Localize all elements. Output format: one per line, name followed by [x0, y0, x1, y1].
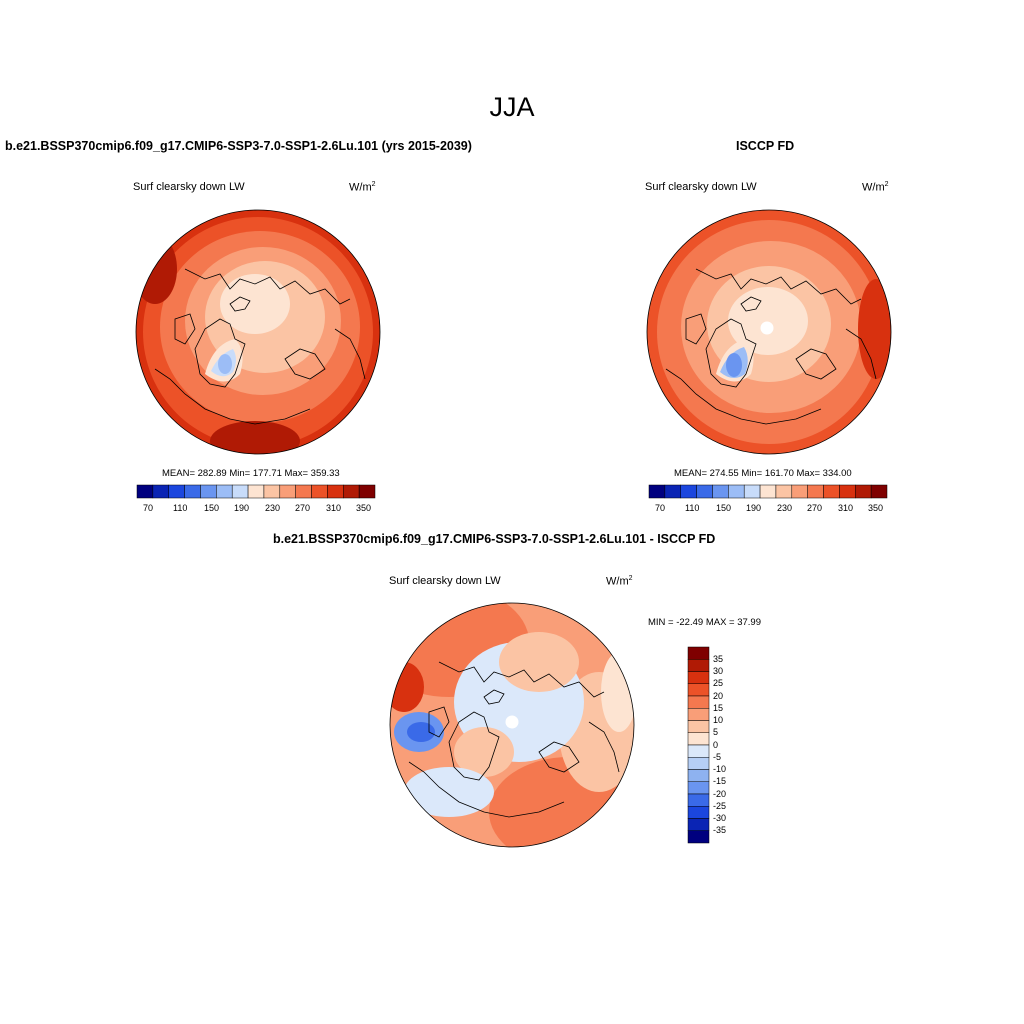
- cb2-tick: 310: [838, 503, 854, 513]
- colorbar-swatch: [870, 484, 888, 499]
- cb1-tick: 270: [295, 503, 311, 513]
- colorbar-swatch: [687, 695, 710, 709]
- cb3-tick: 20: [713, 691, 724, 701]
- cb1-tick: 310: [326, 503, 342, 513]
- colorbar-swatch: [743, 484, 761, 499]
- panel-2-stats: MEAN= 274.55 Min= 161.70 Max= 334.00: [674, 468, 852, 479]
- colorbar-swatch: [687, 659, 710, 672]
- cb3-tick: 10: [713, 715, 724, 725]
- cb1-tick: 110: [173, 503, 188, 513]
- colorbar-swatch: [791, 484, 808, 499]
- colorbar-swatch: [807, 484, 824, 499]
- season-title: JJA: [489, 92, 535, 122]
- cb3-tick: -10: [713, 764, 727, 774]
- cb3-tick: -25: [713, 801, 727, 811]
- cb2-tick: 110: [685, 503, 700, 513]
- panel-3-colorbar: [687, 646, 710, 844]
- colorbar-swatch: [358, 484, 376, 499]
- panel-1-stats: MEAN= 282.89 Min= 177.71 Max= 359.33: [162, 468, 340, 479]
- colorbar-swatch: [687, 818, 710, 831]
- panel-1-units: W/m2: [349, 181, 376, 194]
- cb2-tick: 270: [807, 503, 823, 513]
- colorbar-swatch: [687, 744, 710, 758]
- cb3-tick: -35: [713, 825, 727, 835]
- colorbar-swatch: [687, 646, 710, 660]
- panel-2-title: ISCCP FD: [736, 139, 795, 153]
- cb3-tick: -5: [713, 752, 722, 762]
- panel-3-units: W/m2: [606, 575, 633, 588]
- cb2-tick: 70: [655, 503, 666, 513]
- panel-3-polar-map: [389, 602, 635, 848]
- colorbar-swatch: [687, 781, 710, 795]
- colorbar-swatch: [759, 484, 777, 499]
- panel-2-units: W/m2: [862, 181, 889, 194]
- colorbar-swatch: [855, 484, 872, 499]
- panel-3-stats: MIN = -22.49 MAX = 37.99: [648, 617, 762, 628]
- cb3-tick: 30: [713, 666, 724, 676]
- cb3-tick: 35: [713, 654, 724, 664]
- panel-1-colorbar-ticks: 70 110 150 190 230 270 310 350: [137, 503, 375, 515]
- colorbar-swatch: [200, 484, 217, 499]
- cb3-tick: -20: [713, 789, 727, 799]
- cb3-tick: 5: [713, 727, 719, 737]
- colorbar-swatch: [687, 720, 710, 733]
- colorbar-swatch: [648, 484, 666, 499]
- colorbar-swatch: [823, 484, 840, 499]
- cb1-tick: 190: [234, 503, 250, 513]
- colorbar-swatch: [136, 484, 154, 499]
- panel-3-colorbar-ticks: 35 30 25 20 15 10 5 0 -5 -10 -15 -20 -25…: [713, 647, 753, 843]
- colorbar-swatch: [311, 484, 328, 499]
- panel-2-colorbar-ticks: 70 110 150 190 230 270 310 350: [649, 503, 887, 515]
- colorbar-swatch: [687, 793, 710, 807]
- colorbar-swatch: [728, 484, 745, 499]
- colorbar-swatch: [712, 484, 729, 499]
- colorbar-swatch: [168, 484, 185, 499]
- cb3-tick: -30: [713, 813, 727, 823]
- colorbar-swatch: [687, 757, 710, 770]
- colorbar-swatch: [327, 484, 344, 499]
- colorbar-swatch: [279, 484, 296, 499]
- colorbar-swatch: [687, 683, 710, 697]
- colorbar-swatch: [231, 484, 249, 499]
- panel-1-title: b.e21.BSSP370cmip6.f09_g17.CMIP6-SSP3-7.…: [5, 139, 472, 153]
- panel-2-variable-label: Surf clearsky down LW: [645, 181, 757, 193]
- colorbar-swatch: [247, 484, 265, 499]
- colorbar-swatch: [687, 708, 710, 721]
- panel-2-colorbar: [648, 484, 888, 499]
- colorbar-swatch: [343, 484, 360, 499]
- cb2-tick: 150: [716, 503, 732, 513]
- colorbar-swatch: [687, 830, 710, 844]
- cb2-tick: 230: [777, 503, 793, 513]
- cb2-tick: 350: [868, 503, 884, 513]
- cb3-tick: 15: [713, 703, 724, 713]
- panel-3-variable-label: Surf clearsky down LW: [389, 575, 501, 587]
- colorbar-swatch: [839, 484, 856, 499]
- cb1-tick: 230: [265, 503, 281, 513]
- colorbar-swatch: [184, 484, 201, 499]
- colorbar-swatch: [775, 484, 793, 499]
- cb1-tick: 350: [356, 503, 372, 513]
- colorbar-swatch: [295, 484, 312, 499]
- colorbar-swatch: [687, 671, 710, 684]
- cb3-tick: 0: [713, 740, 719, 750]
- colorbar-swatch: [687, 769, 710, 782]
- colorbar-swatch: [664, 484, 681, 499]
- panel-1-colorbar: [136, 484, 376, 499]
- cb3-tick: -15: [713, 776, 727, 786]
- colorbar-swatch: [696, 484, 713, 499]
- cb1-tick: 70: [143, 503, 154, 513]
- cb2-tick: 190: [746, 503, 762, 513]
- cb1-tick: 150: [204, 503, 220, 513]
- colorbar-swatch: [680, 484, 697, 499]
- colorbar-swatch: [687, 732, 710, 746]
- colorbar-swatch: [216, 484, 233, 499]
- colorbar-swatch: [263, 484, 281, 499]
- panel-1-polar-map: [135, 209, 381, 455]
- panel-1-variable-label: Surf clearsky down LW: [133, 181, 245, 193]
- cb3-tick: 25: [713, 678, 724, 688]
- colorbar-swatch: [687, 806, 710, 819]
- panel-2-polar-map: [646, 209, 892, 455]
- panel-3-title: b.e21.BSSP370cmip6.f09_g17.CMIP6-SSP3-7.…: [273, 532, 716, 546]
- colorbar-swatch: [152, 484, 169, 499]
